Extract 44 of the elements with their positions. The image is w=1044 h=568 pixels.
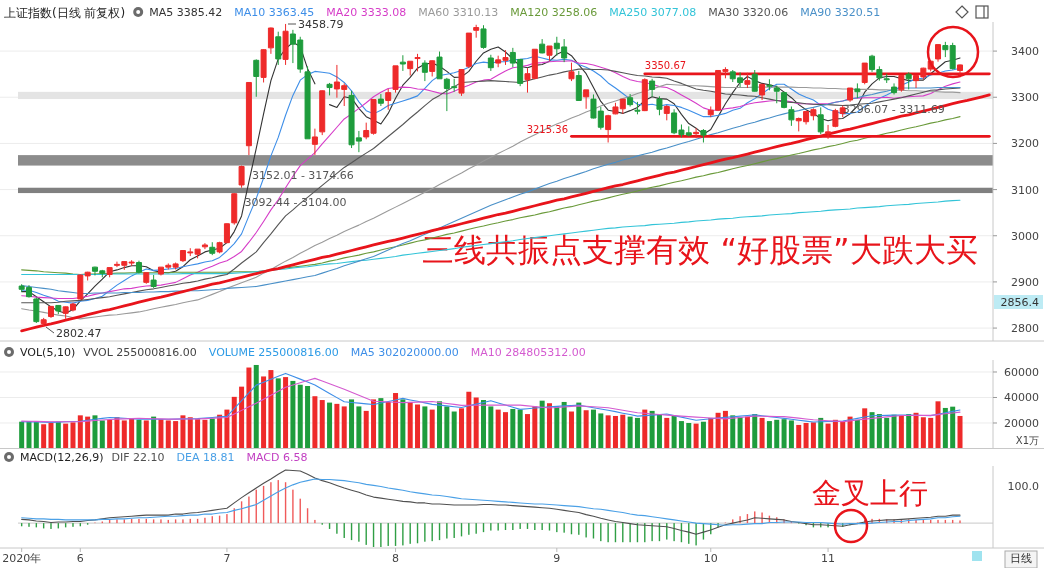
text: 日线 xyxy=(1010,552,1032,565)
x-tick-label: 10 xyxy=(703,552,718,565)
text: VOLUME 255000816.00 xyxy=(208,346,339,359)
y-tick-label: 2900 xyxy=(1011,275,1039,289)
chart-title: VOL(5,10) xyxy=(20,346,76,359)
x-tick-label: 8 xyxy=(392,552,400,565)
y-axis-title: X1万 xyxy=(1015,434,1039,446)
text: MA250 3077.08 xyxy=(609,6,697,19)
chart-subtitle: VVOL 255000816.00 xyxy=(83,346,197,359)
x-tick-label: 6 xyxy=(76,552,84,565)
text: MA120 3258.06 xyxy=(510,6,598,19)
y-tick-label: 20000 xyxy=(1004,417,1039,430)
text: MA20 3333.08 xyxy=(326,6,407,19)
text: 100.0 xyxy=(1007,480,1039,493)
x-tick-label: 2020年 xyxy=(2,552,42,565)
annotation: 3350.67 xyxy=(644,59,687,71)
text: DEA 18.81 xyxy=(176,451,235,464)
annotation: 2802.47 xyxy=(56,327,102,340)
text: MA10 3363.45 xyxy=(234,6,315,19)
text: MA60 3310.13 xyxy=(418,6,499,19)
y-tick-label: 60000 xyxy=(1004,365,1039,379)
chart-title: 上证指数(日线 前复权) xyxy=(4,6,126,20)
y-tick-label: 3200 xyxy=(1011,137,1039,151)
x-tick-label: 11 xyxy=(821,552,836,565)
text: MA10 284805312.00 xyxy=(470,346,586,359)
y-tick-label: 3000 xyxy=(1011,229,1039,243)
x-tick-label: 9 xyxy=(553,552,561,565)
y-tick-label: 40000 xyxy=(1004,391,1039,405)
text: 2856.4 xyxy=(1000,296,1039,309)
text: MA5 3385.42 xyxy=(149,6,223,19)
annotation: 金叉上行 xyxy=(812,476,928,510)
text: MA90 3320.51 xyxy=(800,6,881,19)
y-tick-label: 3300 xyxy=(1011,91,1039,105)
text: MACD 6.58 xyxy=(246,451,308,464)
chart-title: MACD(12,26,9) xyxy=(20,451,104,464)
x-tick-label: 7 xyxy=(223,552,231,565)
y-tick-label: 2800 xyxy=(1011,322,1039,336)
annotation: 3458.79 xyxy=(298,18,344,31)
text: MA30 3320.06 xyxy=(708,6,789,19)
y-tick-label: 3100 xyxy=(1011,183,1039,197)
y-tick-label: 3400 xyxy=(1011,45,1039,59)
annotation: 3215.36 xyxy=(526,124,568,135)
text: MA5 302020000.00 xyxy=(350,346,459,359)
text: DIF 22.10 xyxy=(111,451,165,464)
